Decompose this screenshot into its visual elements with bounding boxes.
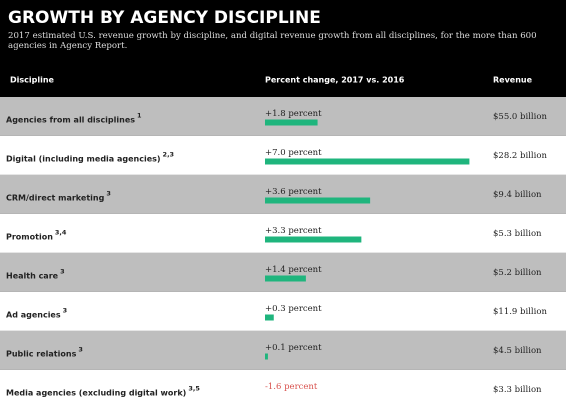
column-header: Discipline <box>10 76 55 85</box>
footnote: 3,5 <box>188 385 200 393</box>
change-bar <box>265 236 362 243</box>
footnote: 3 <box>63 307 68 315</box>
column-header: Revenue <box>493 76 533 85</box>
change-bar <box>265 275 306 282</box>
discipline-name: Agencies from all disciplines <box>6 115 135 124</box>
title: GROWTH BY AGENCY DISCIPLINE <box>8 8 321 28</box>
change-bar <box>265 197 371 204</box>
footnote: 1 <box>137 112 142 120</box>
discipline-name: Ad agencies <box>6 310 61 319</box>
footnote: 3 <box>106 190 111 198</box>
revenue: $5.3 billion <box>493 229 542 239</box>
discipline: Digital (including media agencies) 2,3 <box>6 151 174 164</box>
revenue: $28.2 billion <box>493 151 547 161</box>
discipline-name: Digital (including media agencies) <box>6 154 161 163</box>
change-bar <box>265 158 470 165</box>
change-label: +0.1 percent <box>265 343 322 353</box>
row-background <box>0 370 566 401</box>
change-label: +3.6 percent <box>265 187 322 197</box>
discipline-name: Promotion <box>6 232 53 241</box>
row-background <box>0 97 566 136</box>
subtitle-box: 2017 estimated U.S. revenue growth by di… <box>8 31 537 51</box>
footnote: 2,3 <box>163 151 175 159</box>
change-label: +1.8 percent <box>265 109 322 119</box>
discipline-name: CRM/direct marketing <box>6 193 105 202</box>
discipline: Ad agencies 3 <box>6 307 67 320</box>
discipline: Health care 3 <box>6 268 65 281</box>
discipline-name: Health care <box>6 271 59 280</box>
row-background <box>0 253 566 292</box>
change-label: -1.6 percent <box>265 382 318 392</box>
discipline-name: Media agencies (excluding digital work) <box>6 388 186 397</box>
discipline: Public relations 3 <box>6 346 83 359</box>
row-background <box>0 175 566 214</box>
change-label: +1.4 percent <box>265 265 322 275</box>
discipline: Promotion 3,4 <box>6 229 67 242</box>
footnote: 3 <box>60 268 65 276</box>
discipline: Media agencies (excluding digital work) 3… <box>6 385 200 398</box>
change-label: +7.0 percent <box>265 148 322 158</box>
revenue: $4.5 billion <box>493 346 542 356</box>
change-bar <box>265 119 318 126</box>
row-background <box>0 292 566 331</box>
revenue: $3.3 billion <box>493 385 542 395</box>
change-bar <box>265 353 268 360</box>
revenue: $11.9 billion <box>493 307 547 317</box>
discipline: Agencies from all disciplines 1 <box>6 112 142 125</box>
change-label: +3.3 percent <box>265 226 322 236</box>
footnote: 3 <box>78 346 83 354</box>
row-background <box>0 136 566 175</box>
change-label: +0.3 percent <box>265 304 322 314</box>
subtitle: 2017 estimated U.S. revenue growth by di… <box>8 31 537 51</box>
column-header: Percent change, 2017 vs. 2016 <box>265 76 405 85</box>
header-background <box>0 0 566 97</box>
footnote: 3,4 <box>55 229 67 237</box>
revenue: $5.2 billion <box>493 268 542 278</box>
revenue: $55.0 billion <box>493 112 547 122</box>
discipline: CRM/direct marketing 3 <box>6 190 111 203</box>
change-bar <box>265 314 274 321</box>
row-background <box>0 214 566 253</box>
revenue: $9.4 billion <box>493 190 542 200</box>
discipline-name: Public relations <box>6 349 77 358</box>
row-background <box>0 331 566 370</box>
